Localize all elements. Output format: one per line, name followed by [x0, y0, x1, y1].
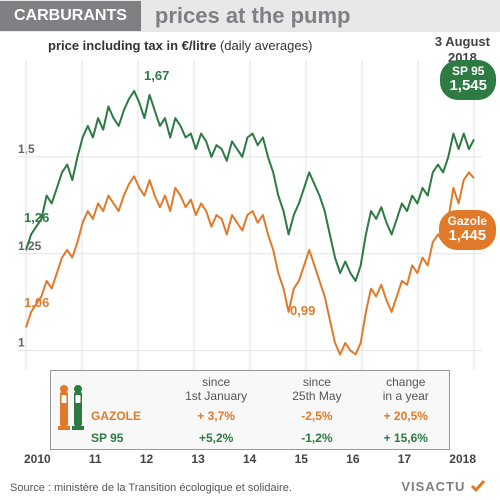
source-text: Source : ministère de la Transition écol…: [10, 482, 292, 494]
gazole-start-annotation: 1,06: [24, 295, 49, 310]
gazole-current-badge: Gazole 1,445: [439, 210, 496, 250]
page-title: prices at the pump: [155, 3, 351, 29]
price-line-chart: 11,251,5: [18, 60, 482, 370]
x-tick-label: 17: [398, 452, 411, 466]
sp95-start-annotation: 1,26: [24, 210, 49, 225]
subtitle: price including tax in €/litre (daily av…: [48, 38, 312, 53]
pump-icon-pair: [58, 384, 86, 439]
brand-icon: [470, 479, 486, 493]
x-tick-label: 15: [295, 452, 308, 466]
table-header: since25th May: [271, 371, 362, 405]
table-cell: + 15,6%: [363, 427, 449, 449]
sp95-value: 1,545: [449, 78, 487, 95]
x-tick-label: 2018: [449, 452, 476, 466]
table-row: GAZOLE+ 3,7%-2,5%+ 20,5%: [51, 405, 449, 427]
x-tick-label: 2010: [24, 452, 51, 466]
pump-icon: [72, 385, 84, 430]
x-tick-label: 12: [140, 452, 153, 466]
x-tick-label: 14: [243, 452, 256, 466]
header-bar: CARBURANTS prices at the pump: [0, 0, 500, 32]
svg-text:1,5: 1,5: [18, 142, 35, 156]
subtitle-main: price including tax in €/litre: [48, 38, 216, 53]
svg-text:1: 1: [18, 336, 25, 350]
table-row: SP 95+5,2%-1,2%+ 15,6%: [51, 427, 449, 449]
date-line1: 3 August: [435, 34, 490, 50]
gazole-low-annotation: 0,99: [290, 303, 315, 318]
table-cell: -1,2%: [271, 427, 362, 449]
brand-logo: VISACTU: [401, 479, 486, 494]
table-header: changein a year: [363, 371, 449, 405]
stats-table: since1st Januarysince25th Maychangein a …: [50, 370, 450, 450]
table-cell: +5,2%: [161, 427, 271, 449]
sp95-peak-annotation: 1,67: [144, 68, 169, 83]
table-header: since1st January: [161, 371, 271, 405]
x-tick-label: 11: [89, 452, 102, 466]
category-badge: CARBURANTS: [0, 1, 141, 31]
x-axis-labels: 2010 11 12 13 14 15 16 17 2018: [18, 452, 482, 466]
x-tick-label: 13: [191, 452, 204, 466]
brand-text: VISACTU: [401, 479, 465, 494]
infographic-frame: CARBURANTS prices at the pump 3 August 2…: [0, 0, 500, 500]
sp95-current-badge: SP 95 1,545: [440, 60, 496, 100]
x-tick-label: 16: [346, 452, 359, 466]
table-cell: -2,5%: [271, 405, 362, 427]
pump-icon: [58, 385, 70, 430]
gazole-value: 1,445: [448, 228, 487, 245]
table-cell: + 3,7%: [161, 405, 271, 427]
subtitle-paren: (daily averages): [220, 38, 313, 53]
table-cell: + 20,5%: [363, 405, 449, 427]
